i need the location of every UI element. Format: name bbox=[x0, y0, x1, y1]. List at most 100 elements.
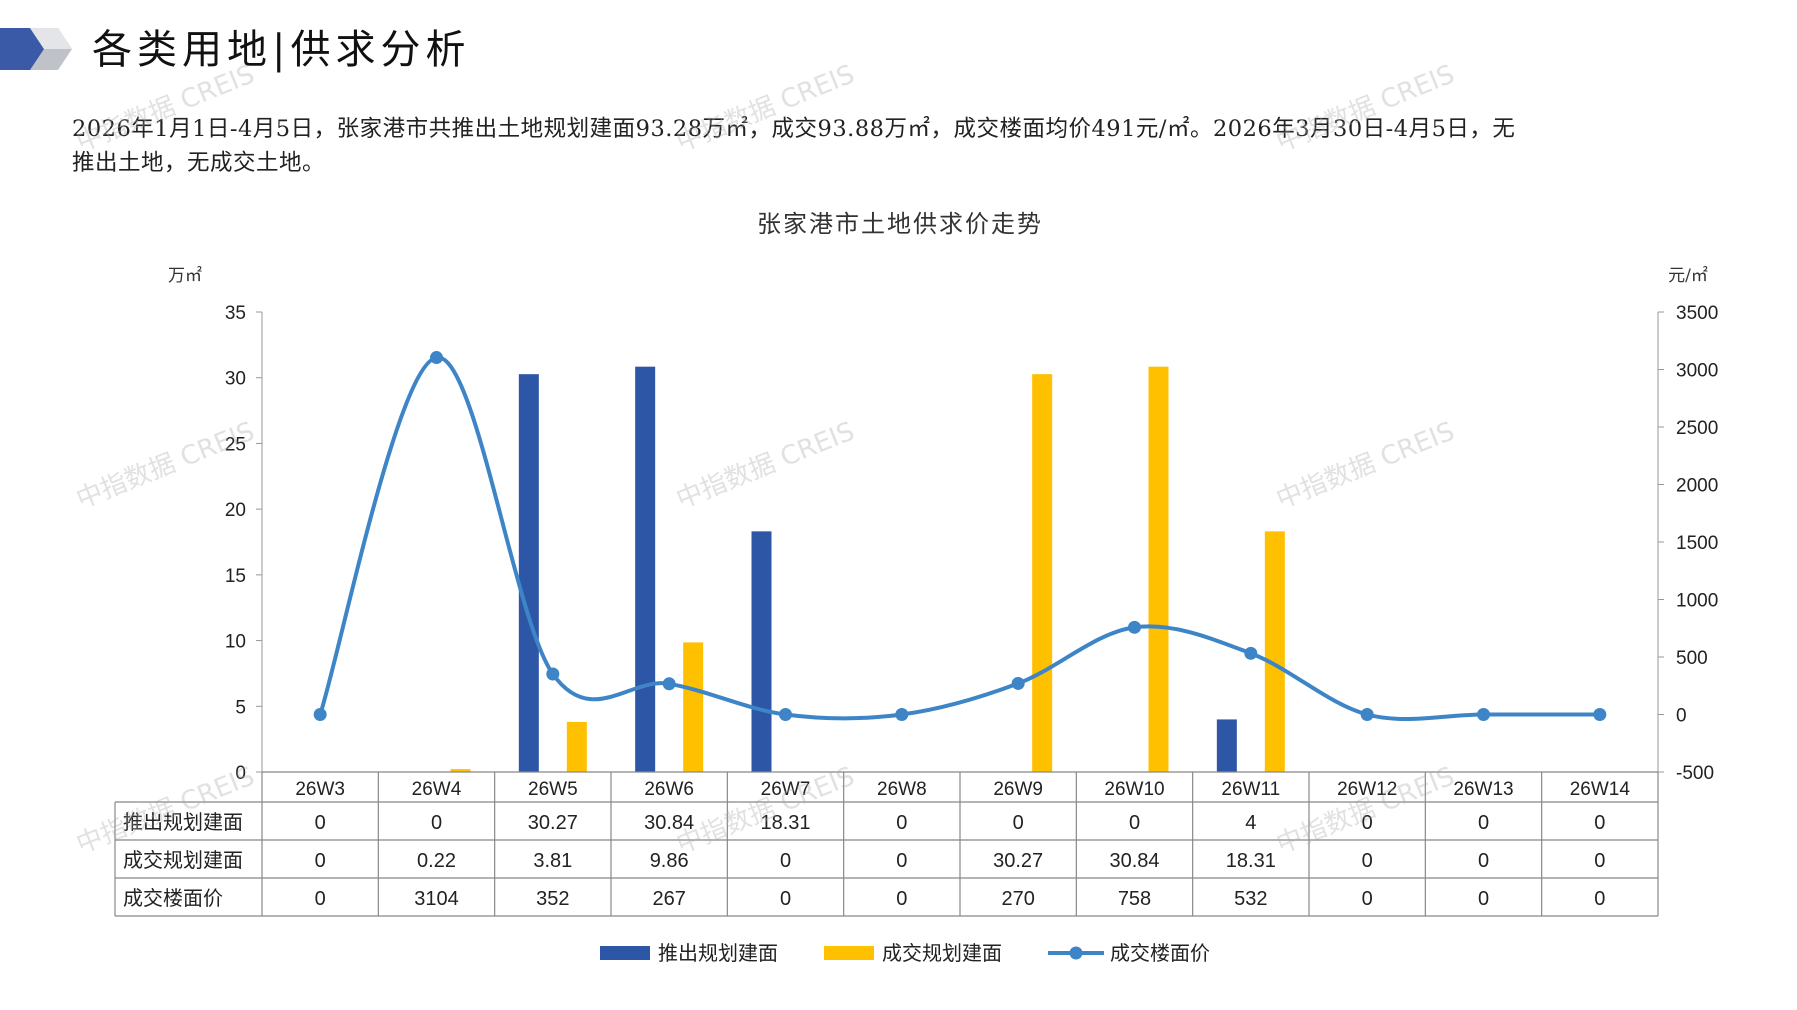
price-point bbox=[779, 708, 792, 721]
table-row-label: 推出规划建面 bbox=[123, 810, 243, 834]
bar-supply bbox=[518, 374, 539, 772]
table-row-label: 成交楼面价 bbox=[123, 886, 223, 910]
price-point bbox=[1011, 676, 1025, 690]
legend-label: 推出规划建面 bbox=[658, 941, 778, 965]
x-category-label: 26W9 bbox=[993, 779, 1043, 800]
bar-deal bbox=[1148, 366, 1169, 772]
price-point bbox=[313, 708, 327, 721]
table-cell: 0 bbox=[780, 850, 791, 872]
table-cell: 3104 bbox=[414, 888, 459, 910]
right-axis-tick-label: 3000 bbox=[1676, 361, 1718, 382]
table-cell: 0 bbox=[1478, 888, 1489, 910]
x-category-label: 26W5 bbox=[528, 779, 578, 800]
table-cell: 30.84 bbox=[1109, 850, 1159, 872]
table-cell: 3.81 bbox=[533, 850, 572, 872]
table-cell: 0 bbox=[1013, 812, 1024, 834]
table-cell: 0 bbox=[1594, 812, 1605, 834]
price-point bbox=[546, 667, 560, 681]
x-category-label: 26W6 bbox=[644, 779, 694, 800]
right-axis-tick-label: 0 bbox=[1676, 706, 1687, 727]
table-cell: 0 bbox=[896, 850, 907, 872]
table-cell: 758 bbox=[1118, 888, 1151, 910]
right-axis-unit: 元/㎡ bbox=[1668, 266, 1708, 286]
x-category-label: 26W11 bbox=[1221, 779, 1280, 800]
x-category-label: 26W12 bbox=[1337, 779, 1397, 800]
price-point bbox=[1593, 708, 1607, 721]
price-point bbox=[1360, 708, 1374, 721]
bar-supply bbox=[751, 531, 772, 772]
price-point bbox=[1244, 646, 1258, 660]
legend-swatch bbox=[1069, 946, 1083, 960]
x-category-label: 26W3 bbox=[295, 779, 345, 800]
bar-deal bbox=[566, 721, 587, 772]
bar-deal bbox=[1264, 531, 1285, 772]
bar-supply bbox=[635, 366, 656, 772]
right-axis-tick-label: 2500 bbox=[1676, 418, 1718, 439]
table-cell: 0 bbox=[315, 850, 326, 872]
table-cell: 18.31 bbox=[1226, 850, 1276, 872]
table-row-label: 成交规划建面 bbox=[123, 848, 243, 872]
x-category-label: 26W14 bbox=[1570, 779, 1631, 800]
summary-text: 2026年1月1日-4月5日，张家港市共推出土地规划建面93.28万㎡，成交93… bbox=[72, 112, 1732, 180]
table-cell: 0 bbox=[1594, 850, 1605, 872]
price-point bbox=[895, 708, 909, 721]
price-point bbox=[430, 351, 443, 365]
price-point bbox=[662, 677, 676, 691]
table-cell: 30.27 bbox=[993, 850, 1043, 872]
summary-line-1: 2026年1月1日-4月5日，张家港市共推出土地规划建面93.28万㎡，成交93… bbox=[72, 116, 1516, 142]
right-axis-tick-label: 500 bbox=[1676, 648, 1708, 669]
x-category-label: 26W13 bbox=[1453, 779, 1513, 800]
price-line bbox=[318, 355, 1600, 722]
right-axis-tick-label: -500 bbox=[1676, 763, 1714, 784]
table-cell: 0 bbox=[1129, 812, 1140, 834]
chart-title: 张家港市土地供求价走势 bbox=[757, 210, 1043, 238]
right-axis-tick-label: 3500 bbox=[1676, 303, 1718, 324]
left-axis-tick-label: 25 bbox=[225, 434, 246, 455]
table-cell: 30.84 bbox=[644, 812, 694, 834]
left-axis-tick-label: 5 bbox=[235, 697, 246, 718]
left-axis-tick-label: 15 bbox=[225, 566, 246, 587]
table-cell: 352 bbox=[536, 888, 569, 910]
summary-line-2: 推出土地，无成交土地。 bbox=[72, 150, 326, 176]
left-axis-unit: 万㎡ bbox=[168, 266, 202, 286]
bar-supply bbox=[1216, 719, 1237, 772]
table-cell: 18.31 bbox=[760, 812, 810, 834]
table-cell: 0 bbox=[315, 888, 326, 910]
legend-swatch bbox=[600, 946, 650, 960]
price-point bbox=[1477, 708, 1490, 721]
table-cell: 267 bbox=[652, 888, 685, 910]
left-axis-tick-label: 35 bbox=[225, 303, 246, 324]
left-axis-tick-label: 0 bbox=[235, 763, 246, 784]
table-cell: 4 bbox=[1245, 812, 1256, 834]
table-cell: 270 bbox=[1001, 888, 1034, 910]
table-cell: 0 bbox=[1362, 850, 1373, 872]
right-axis-tick-label: 1500 bbox=[1676, 533, 1718, 554]
page-title: 各类用地|供求分析 bbox=[92, 27, 471, 73]
x-category-label: 26W7 bbox=[761, 779, 811, 800]
table-cell: 0 bbox=[1594, 888, 1605, 910]
table-cell: 0.22 bbox=[417, 850, 456, 872]
table-cell: 0 bbox=[896, 888, 907, 910]
x-category-label: 26W10 bbox=[1104, 779, 1164, 800]
left-axis-tick-label: 20 bbox=[225, 500, 246, 521]
price-point bbox=[1128, 620, 1141, 634]
x-category-label: 26W8 bbox=[877, 779, 927, 800]
bar-deal bbox=[683, 642, 704, 772]
legend-label: 成交规划建面 bbox=[882, 941, 1002, 965]
header-decor-shape bbox=[0, 28, 72, 70]
right-axis-tick-label: 1000 bbox=[1676, 591, 1718, 612]
table-cell: 0 bbox=[1362, 812, 1373, 834]
legend-swatch bbox=[824, 946, 874, 960]
table-cell: 0 bbox=[431, 812, 442, 834]
right-axis-tick-label: 2000 bbox=[1676, 476, 1718, 497]
table-cell: 0 bbox=[1478, 812, 1489, 834]
table-cell: 532 bbox=[1234, 888, 1267, 910]
bar-deal bbox=[450, 769, 471, 772]
left-axis-tick-label: 10 bbox=[225, 632, 246, 653]
table-cell: 0 bbox=[896, 812, 907, 834]
x-category-label: 26W4 bbox=[412, 779, 462, 800]
bar-deal bbox=[1032, 374, 1053, 772]
table-cell: 0 bbox=[1478, 850, 1489, 872]
left-axis-tick-label: 30 bbox=[225, 369, 246, 390]
